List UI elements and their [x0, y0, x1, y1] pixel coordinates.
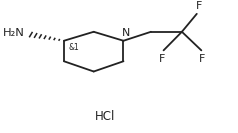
Text: F: F [196, 1, 202, 11]
Text: N: N [122, 28, 130, 38]
Text: F: F [159, 54, 166, 64]
Text: H₂N: H₂N [3, 28, 25, 38]
Text: HCl: HCl [95, 110, 115, 123]
Text: &1: &1 [68, 43, 79, 52]
Text: F: F [199, 54, 206, 64]
